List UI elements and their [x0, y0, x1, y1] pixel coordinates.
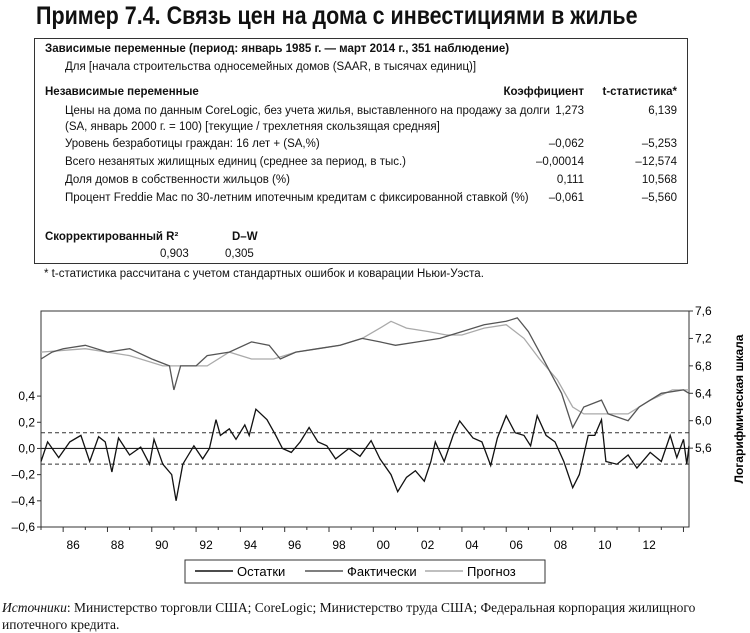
row-t: –12,574 — [635, 156, 677, 168]
dep-var: Для [начала строительства односемейных д… — [65, 61, 477, 73]
row-label: Доля домов в собственности жильцов (%) — [65, 174, 290, 186]
x-tick-label: 96 — [288, 538, 302, 552]
x-tick-label: 12 — [642, 538, 656, 552]
left-tick-label: 0,0 — [18, 441, 35, 455]
plot-frame — [40, 310, 690, 528]
x-tick-label: 10 — [598, 538, 612, 552]
series-line-2 — [40, 320, 689, 415]
x-tick-label: 00 — [377, 538, 391, 552]
x-tick-label: 92 — [199, 538, 213, 552]
table-row: Процент Freddie Mac по 30-летним ипотечн… — [35, 190, 687, 206]
left-tick-label: –0,2 — [12, 468, 36, 482]
x-tick-label: 98 — [332, 538, 346, 552]
footnote: * t-статистика рассчитана с учетом станд… — [44, 268, 484, 280]
row-label: Уровень безработицы граждан: 16 лет + (S… — [65, 138, 320, 150]
col-coef: Коэффициент — [503, 86, 584, 98]
table-row: Уровень безработицы граждан: 16 лет + (S… — [35, 136, 687, 152]
x-tick-label: 02 — [421, 538, 435, 552]
x-tick-label: 94 — [244, 538, 258, 552]
row-coef: –0,00014 — [536, 156, 584, 168]
row-label: Процент Freddie Mac по 30-летним ипотечн… — [65, 192, 529, 204]
legend-label: Остатки — [237, 564, 285, 579]
right-tick-label: 7,2 — [695, 331, 712, 345]
row-t: –5,253 — [641, 138, 677, 150]
left-tick-label: –0,4 — [12, 494, 36, 508]
right-tick-label: 6,8 — [695, 359, 712, 373]
row-label: Цены на дома по данным CoreLogic, без уч… — [65, 105, 550, 117]
table-row: Всего незанятых жилищных единиц (среднее… — [35, 154, 687, 170]
row-coef: –0,062 — [548, 138, 584, 150]
left-tick-label: 0,2 — [18, 415, 35, 429]
legend-label: Фактически — [347, 564, 417, 579]
right-axis-label: Логарифмическая шкала — [732, 334, 746, 483]
right-tick-label: 6,4 — [695, 386, 712, 400]
dw-value: 0,305 — [225, 248, 254, 260]
series-line-0 — [40, 407, 690, 501]
row-t: 10,568 — [641, 174, 677, 186]
r2-value: 0,903 — [160, 248, 189, 260]
row-label: Всего незанятых жилищных единиц (среднее… — [65, 156, 407, 168]
regression-table: Зависимые переменные (период: январь 198… — [34, 38, 688, 264]
r2-label: Скорректированный R² — [45, 231, 179, 243]
legend-box — [184, 559, 546, 584]
dw-label: D–W — [232, 231, 258, 243]
right-tick-label: 7,6 — [695, 304, 712, 318]
x-tick-label: 88 — [111, 538, 125, 552]
x-tick-label: 90 — [155, 538, 169, 552]
x-tick-label: 08 — [554, 538, 568, 552]
chart: 0,4 0,2 0,0 –0,2 –0,4 –0,6 7,6 7,2 6,8 6,4 6,0 5,6 Л… — [12, 304, 746, 584]
page-title: Пример 7.4. Связь цен на дома с инвестиц… — [36, 2, 638, 30]
table-row: Цены на дома по данным CoreLogic, без уч… — [35, 103, 687, 119]
table-row: (SA, январь 2000 г. = 100) [текущие / тр… — [35, 119, 687, 135]
row-coef: 1,273 — [555, 105, 584, 117]
row-t: 6,139 — [648, 105, 677, 117]
sources: Источники: Министерство торговли США; Co… — [2, 599, 750, 633]
dep-header: Зависимые переменные (период: январь 198… — [45, 43, 510, 55]
col-t: t-статистика* — [602, 86, 677, 98]
sources-text: : Министерство торговли США; CoreLogic; … — [2, 600, 696, 632]
left-tick-label: –0,6 — [12, 520, 36, 534]
x-tick-label: 04 — [465, 538, 479, 552]
right-tick-label: 6,0 — [695, 414, 712, 428]
row-t: –5,560 — [641, 192, 677, 204]
x-tick-label: 06 — [510, 538, 524, 552]
table-row: Доля домов в собственности жильцов (%) 0,… — [35, 172, 687, 188]
indep-header: Независимые переменные — [45, 86, 199, 98]
row-coef: 0,111 — [556, 174, 584, 186]
row-label: (SA, январь 2000 г. = 100) [текущие / тр… — [65, 121, 440, 133]
right-tick-label: 5,6 — [695, 441, 712, 455]
x-tick-label: 86 — [66, 538, 80, 552]
left-tick-label: 0,4 — [18, 389, 35, 403]
sources-label: Источники — [2, 600, 67, 615]
series-line-1 — [40, 317, 690, 430]
row-coef: –0,061 — [548, 192, 584, 204]
legend-label: Прогноз — [467, 564, 516, 579]
